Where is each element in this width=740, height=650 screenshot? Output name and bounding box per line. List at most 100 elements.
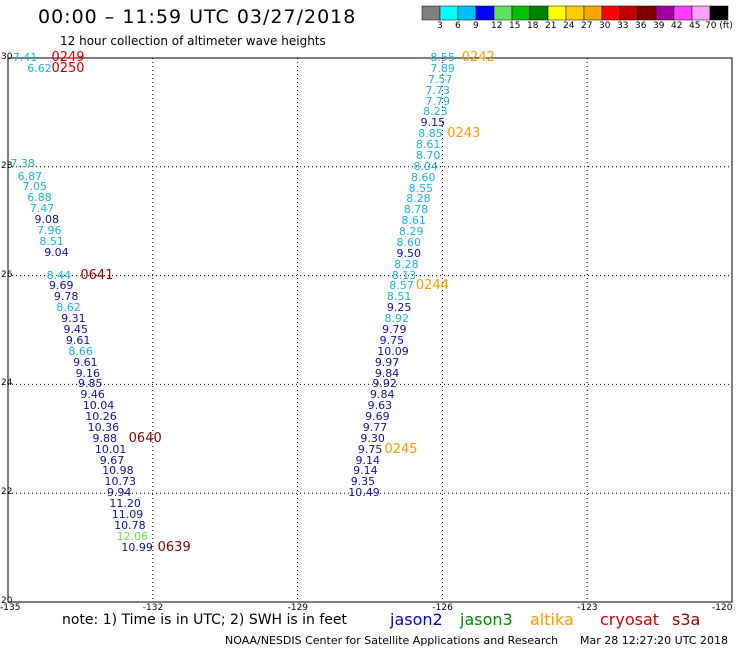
wave-height-point: 7.73	[425, 83, 451, 97]
colorbar	[421, 5, 729, 21]
wave-height-point: 8.61	[415, 138, 441, 152]
wave-height-point: 7.41	[12, 51, 38, 64]
footer-note: note: 1) Time is in UTC; 2) SWH is in fe…	[62, 612, 348, 628]
y-tick-label: 26	[1, 269, 13, 280]
y-tick-label: 28	[1, 160, 13, 171]
wave-height-point: 8.13	[391, 268, 417, 282]
colorbar-tick-label: 12	[491, 21, 503, 31]
satellite-legend-altika: altika	[530, 610, 574, 629]
wave-height-point: 10.98	[102, 464, 134, 478]
wave-height-point: 8.51	[39, 234, 64, 248]
wave-height-point: 8.44	[46, 268, 72, 282]
wave-height-point: 9.63	[367, 399, 393, 413]
wave-height-point: 9.16	[75, 366, 101, 380]
wave-height-point: 8.55	[408, 181, 434, 195]
wave-height-point: 10.78	[114, 518, 146, 532]
wave-height-point: 9.94	[106, 486, 132, 500]
wave-height-point: 7.05	[22, 180, 47, 194]
wave-height-point: 10.01	[94, 442, 127, 456]
wave-height-point: 12.06	[116, 529, 149, 543]
wave-height-point: 11.09	[111, 507, 144, 521]
pass-time-label: 0640	[128, 430, 162, 446]
x-tick-label: -132	[142, 603, 164, 613]
wave-height-point: 9.88	[92, 431, 117, 445]
wave-height-point: 9.78	[53, 290, 79, 304]
wave-height-point: 9.79	[382, 323, 407, 336]
wave-height-point: 8.04	[413, 159, 438, 173]
wave-height-point: 8.60	[396, 235, 422, 249]
colorbar-tick-label: 3	[437, 21, 443, 31]
wave-height-point: 8.85	[418, 127, 443, 141]
colorbar-tick-label: 21	[545, 21, 557, 31]
wave-height-point: 9.85	[77, 377, 103, 391]
colorbar-tick-label: 24	[563, 21, 575, 31]
colorbar-tick-label: 30	[599, 21, 611, 31]
wave-height-point: 9.25	[386, 301, 412, 315]
colorbar-tick-label: 45	[689, 21, 701, 31]
footer-timestamp: Mar 28 12:27:20 UTC 2018	[580, 634, 728, 647]
colorbar-tick-label: 36	[635, 21, 647, 31]
wave-height-point: 10.36	[87, 420, 120, 434]
wave-height-point: 7.79	[425, 94, 451, 108]
colorbar-tick-label: 70 (ft)	[705, 21, 733, 31]
colorbar-tick-label: 9	[473, 21, 479, 31]
wave-height-point: 9.67	[99, 453, 125, 467]
wave-height-point: 6.62	[27, 61, 52, 75]
wave-height-point: 8.66	[68, 344, 93, 358]
colorbar-tick-label: 42	[671, 21, 683, 31]
satellite-legend-cryosat: cryosat	[600, 610, 660, 629]
wave-height-point: 7.38	[10, 157, 35, 171]
pass-time-label: 0641	[80, 267, 114, 283]
footer-credit: NOAA/NESDIS Center for Satellite Applica…	[225, 634, 559, 647]
wave-height-point: 9.50	[396, 246, 422, 260]
wave-height-point: 10.99	[121, 540, 153, 554]
pass-time-label: 0245	[384, 441, 418, 457]
pass-time-label: 0242	[461, 50, 495, 65]
wave-height-point: 8.61	[401, 214, 426, 228]
wave-height-point: 9.08	[34, 213, 60, 227]
wave-height-point: 9.69	[49, 279, 74, 293]
wave-height-point: 10.09	[377, 344, 409, 358]
wave-height-point: 7.89	[430, 61, 455, 75]
x-tick-label: -123	[577, 603, 598, 613]
wave-height-point: 10.49	[348, 486, 380, 500]
wave-height-point: 9.14	[353, 464, 378, 478]
colorbar-tick-label: 18	[527, 21, 539, 31]
wave-height-point: 8.28	[394, 257, 419, 271]
pass-time-label: 0250	[51, 60, 85, 76]
satellite-legend-jason3: jason3	[460, 610, 513, 629]
x-tick-label: -126	[432, 603, 453, 613]
wave-height-point: 8.70	[415, 148, 441, 162]
colorbar-tick-label: 27	[581, 21, 593, 31]
wave-height-point: 9.75	[357, 442, 383, 456]
wave-height-point: 9.31	[61, 312, 86, 326]
wave-height-point: 9.97	[374, 355, 400, 369]
wave-height-point: 8.78	[403, 203, 429, 217]
wave-height-point: 8.57	[389, 279, 414, 293]
wave-height-point: 8.28	[406, 192, 431, 206]
colorbar-tick-label: 15	[509, 21, 521, 31]
wave-height-point: 9.15	[420, 116, 446, 130]
x-tick-label: -120	[712, 603, 733, 613]
colorbar-tick-label: 33	[617, 21, 629, 31]
wave-height-point: 7.47	[29, 202, 55, 216]
wave-height-point: 9.30	[360, 431, 385, 445]
wave-height-point: 10.04	[82, 399, 115, 413]
satellite-legend-jason2: jason2	[390, 610, 443, 629]
colorbar-swatch	[709, 5, 729, 21]
wave-height-point: 9.04	[44, 245, 69, 259]
pass-time-label: 0244	[415, 278, 449, 294]
colorbar-tick-label: 39	[653, 21, 665, 31]
wave-height-point: 9.61	[65, 333, 91, 347]
wave-height-point: 9.14	[355, 453, 381, 467]
wave-height-point: 9.35	[350, 475, 376, 489]
y-tick-label: 30	[1, 52, 13, 62]
x-tick-label: -135	[0, 603, 21, 613]
satellite-legend-s3a: s3a	[672, 610, 701, 629]
colorbar-tick-label: 6	[455, 21, 461, 31]
y-tick-label: 24	[1, 378, 13, 389]
wave-height-point: 10.26	[85, 410, 117, 424]
wave-height-point: 9.61	[73, 355, 98, 369]
chart-subtitle: 12 hour collection of altimeter wave hei…	[60, 34, 326, 48]
